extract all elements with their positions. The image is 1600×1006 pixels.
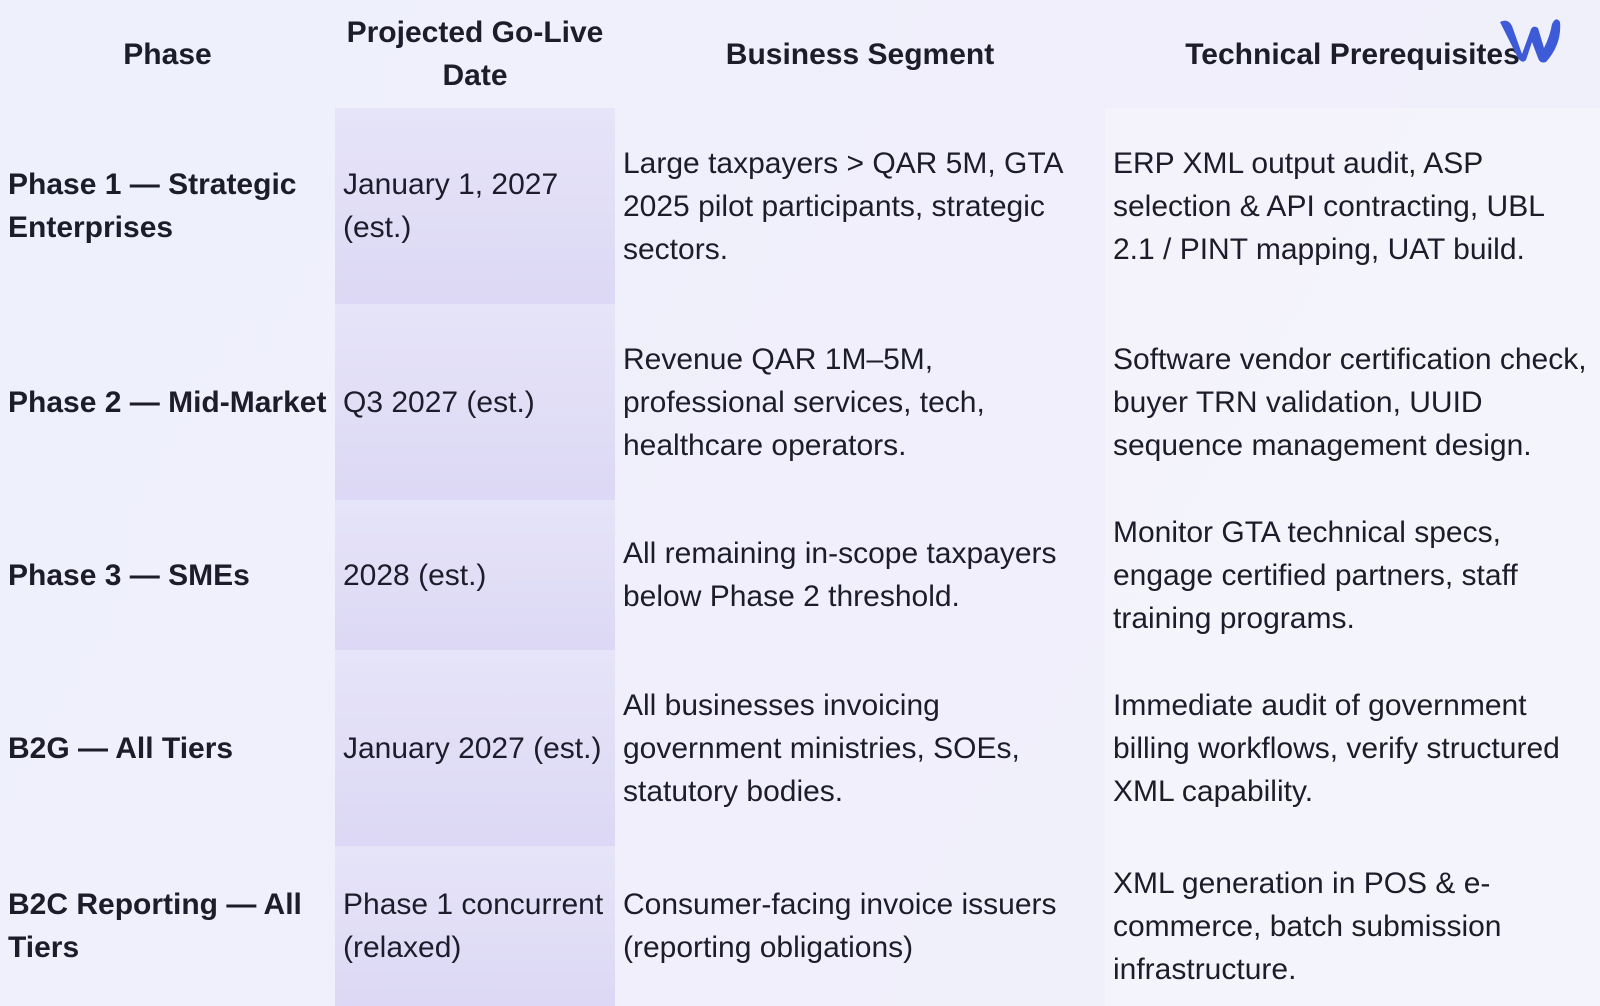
table-cell: Phase 3 — SMEs	[8, 558, 250, 592]
table-row: B2C Reporting — All Tiers Phase 1 concurr…	[0, 846, 1600, 1006]
table-cell: Revenue QAR 1M–5M, professional services…	[623, 342, 985, 462]
table-cell: Consumer-facing invoice issuers (reporti…	[623, 888, 1057, 964]
table-cell: ERP XML output audit, ASP selection & AP…	[1105, 108, 1600, 304]
table-cell: Immediate audit of government billing wo…	[1105, 650, 1600, 846]
table-cell: Large taxpayers > QAR 5M, GTA 2025 pilot…	[623, 146, 1062, 266]
table-cell: B2C Reporting — All Tiers	[8, 888, 302, 964]
column-header: Business Segment	[725, 37, 995, 71]
column-header: Projected Go-Live Date	[346, 16, 604, 92]
table-cell: January 1, 2027 (est.)	[335, 108, 615, 304]
table-row: Phase 2 — Mid-Market Q3 2027 (est.) Revenu…	[0, 304, 1600, 500]
table-row: B2G — All Tiers January 2027 (est.) All bu…	[0, 650, 1600, 846]
table-cell: Q3 2027 (est.)	[335, 304, 615, 500]
table-row: Phase 3 — SMEs 2028 (est.) All remaining i…	[0, 500, 1600, 650]
column-header: Technical Prerequisites	[1185, 37, 1520, 71]
header-row: Phase Projected Go-Live Date Business Segm…	[0, 0, 1600, 108]
table-cell: XML generation in POS & e-commerce, batc…	[1105, 846, 1600, 1006]
table-cell: Phase 2 — Mid-Market	[8, 385, 327, 419]
logo	[1500, 19, 1561, 63]
column-header: Phase	[123, 37, 212, 71]
table-cell: Phase 1 concurrent (relaxed)	[335, 846, 615, 1006]
table-cell: All remaining in-scope taxpayers below P…	[623, 537, 1057, 613]
table-body: Phase 1 — Strategic Enterprises January 1…	[0, 108, 1600, 1006]
table-cell: Software vendor certification check, buy…	[1105, 304, 1600, 500]
table-cell: Phase 1 — Strategic Enterprises	[8, 168, 297, 244]
table-cell: 2028 (est.)	[335, 500, 615, 650]
table-cell: B2G — All Tiers	[8, 731, 234, 765]
table-row: Phase 1 — Strategic Enterprises January 1…	[0, 108, 1600, 304]
table-cell: All businesses invoicing government mini…	[623, 688, 1020, 808]
table-cell: January 2027 (est.)	[335, 650, 615, 846]
table-cell: Monitor GTA technical specs, engage cert…	[1105, 500, 1600, 650]
